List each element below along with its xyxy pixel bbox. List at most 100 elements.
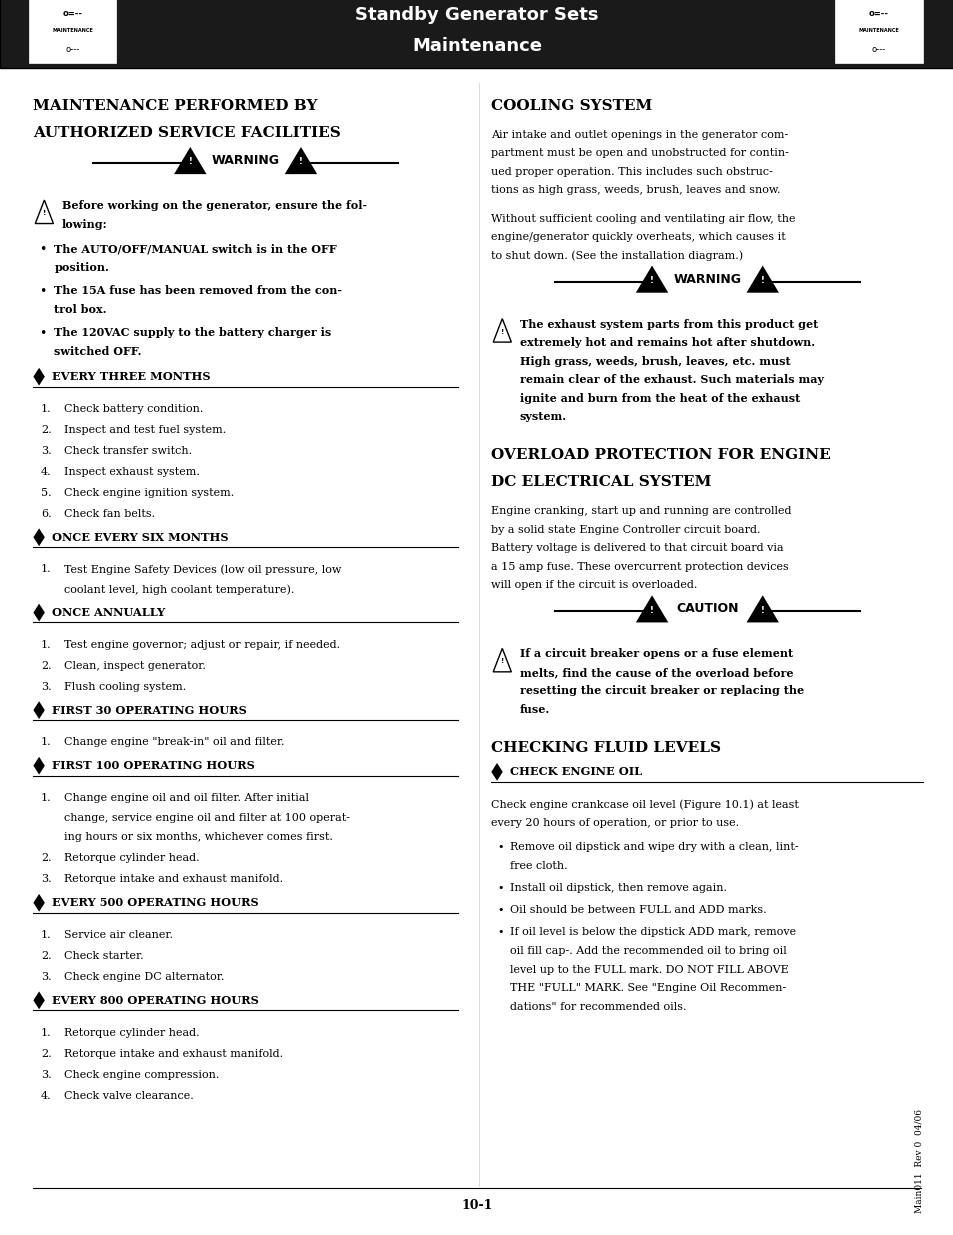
Text: Battery voltage is delivered to that circuit board via: Battery voltage is delivered to that cir… xyxy=(491,543,783,553)
Text: melts, find the cause of the overload before: melts, find the cause of the overload be… xyxy=(519,667,793,678)
Text: 6.: 6. xyxy=(41,509,51,519)
Text: oil fill cap-. Add the recommended oil to bring oil: oil fill cap-. Add the recommended oil t… xyxy=(510,946,786,956)
Text: Air intake and outlet openings in the generator com-: Air intake and outlet openings in the ge… xyxy=(491,130,788,140)
Text: CHECK ENGINE OIL: CHECK ENGINE OIL xyxy=(510,767,641,777)
Text: MAINTENANCE PERFORMED BY: MAINTENANCE PERFORMED BY xyxy=(33,99,317,112)
Text: level up to the FULL mark. DO NOT FILL ABOVE: level up to the FULL mark. DO NOT FILL A… xyxy=(510,965,788,974)
Text: 2.: 2. xyxy=(41,425,51,435)
Text: Inspect and test fuel system.: Inspect and test fuel system. xyxy=(64,425,226,435)
Text: Check transfer switch.: Check transfer switch. xyxy=(64,446,192,456)
Text: Check valve clearance.: Check valve clearance. xyxy=(64,1091,193,1100)
Text: o=--: o=-- xyxy=(868,9,887,19)
Text: o---: o--- xyxy=(66,44,79,54)
Text: 4.: 4. xyxy=(41,467,51,477)
Text: ONCE EVERY SIX MONTHS: ONCE EVERY SIX MONTHS xyxy=(52,532,229,542)
Text: •: • xyxy=(39,285,47,299)
Text: CAUTION: CAUTION xyxy=(676,603,738,615)
Text: Oil should be between FULL and ADD marks.: Oil should be between FULL and ADD marks… xyxy=(510,905,766,915)
Text: Flush cooling system.: Flush cooling system. xyxy=(64,682,186,692)
Text: CHECKING FLUID LEVELS: CHECKING FLUID LEVELS xyxy=(491,741,720,755)
Text: free cloth.: free cloth. xyxy=(510,861,567,871)
Text: EVERY 800 OPERATING HOURS: EVERY 800 OPERATING HOURS xyxy=(52,995,259,1005)
Text: ing hours or six months, whichever comes first.: ing hours or six months, whichever comes… xyxy=(64,832,333,842)
Text: Check engine DC alternator.: Check engine DC alternator. xyxy=(64,972,224,982)
Text: !: ! xyxy=(43,210,46,216)
Text: remain clear of the exhaust. Such materials may: remain clear of the exhaust. Such materi… xyxy=(519,374,823,385)
FancyBboxPatch shape xyxy=(29,0,116,63)
Text: 3.: 3. xyxy=(41,972,51,982)
Text: a 15 amp fuse. These overcurrent protection devices: a 15 amp fuse. These overcurrent protect… xyxy=(491,562,788,572)
Text: •: • xyxy=(39,327,47,341)
Text: The 15A fuse has been removed from the con-: The 15A fuse has been removed from the c… xyxy=(54,285,342,296)
FancyBboxPatch shape xyxy=(0,0,953,68)
Text: Change engine "break-in" oil and filter.: Change engine "break-in" oil and filter. xyxy=(64,737,284,747)
Text: Retorque intake and exhaust manifold.: Retorque intake and exhaust manifold. xyxy=(64,874,283,884)
Polygon shape xyxy=(33,604,45,621)
Polygon shape xyxy=(284,147,316,174)
Text: every 20 hours of operation, or prior to use.: every 20 hours of operation, or prior to… xyxy=(491,818,739,827)
Text: 1.: 1. xyxy=(41,930,51,940)
Text: 1.: 1. xyxy=(41,737,51,747)
Text: fuse.: fuse. xyxy=(519,704,550,715)
Text: Without sufficient cooling and ventilating air flow, the: Without sufficient cooling and ventilati… xyxy=(491,214,795,224)
Text: switched OFF.: switched OFF. xyxy=(54,346,142,357)
Text: •: • xyxy=(497,905,503,915)
Text: MAINTENANCE: MAINTENANCE xyxy=(858,28,898,33)
Text: Retorque cylinder head.: Retorque cylinder head. xyxy=(64,853,199,863)
Text: 3.: 3. xyxy=(41,446,51,456)
Text: 10-1: 10-1 xyxy=(461,1199,492,1212)
Text: by a solid state Engine Controller circuit board.: by a solid state Engine Controller circu… xyxy=(491,525,760,535)
Text: If oil level is below the dipstick ADD mark, remove: If oil level is below the dipstick ADD m… xyxy=(510,927,796,937)
Text: High grass, weeds, brush, leaves, etc. must: High grass, weeds, brush, leaves, etc. m… xyxy=(519,356,790,367)
Text: Engine cranking, start up and running are controlled: Engine cranking, start up and running ar… xyxy=(491,506,791,516)
Text: FIRST 30 OPERATING HOURS: FIRST 30 OPERATING HOURS xyxy=(52,705,247,715)
Text: If a circuit breaker opens or a fuse element: If a circuit breaker opens or a fuse ele… xyxy=(519,648,792,659)
Text: Service air cleaner.: Service air cleaner. xyxy=(64,930,172,940)
Text: WARNING: WARNING xyxy=(212,154,279,167)
Text: !: ! xyxy=(760,605,764,615)
Text: resetting the circuit breaker or replacing the: resetting the circuit breaker or replaci… xyxy=(519,685,803,697)
Text: •: • xyxy=(497,927,503,937)
FancyBboxPatch shape xyxy=(834,0,922,63)
Text: 2.: 2. xyxy=(41,951,51,961)
Text: 2.: 2. xyxy=(41,853,51,863)
Text: Check starter.: Check starter. xyxy=(64,951,143,961)
Text: o---: o--- xyxy=(871,44,884,54)
Text: Inspect exhaust system.: Inspect exhaust system. xyxy=(64,467,199,477)
Text: The exhaust system parts from this product get: The exhaust system parts from this produ… xyxy=(519,319,818,330)
Text: !: ! xyxy=(500,658,503,664)
Text: dations" for recommended oils.: dations" for recommended oils. xyxy=(510,1002,686,1011)
Text: 1.: 1. xyxy=(41,564,51,574)
Text: Clean, inspect generator.: Clean, inspect generator. xyxy=(64,661,206,671)
Text: •: • xyxy=(497,842,503,852)
Text: coolant level, high coolant temperature).: coolant level, high coolant temperature)… xyxy=(64,584,294,595)
Text: The AUTO/OFF/MANUAL switch is in the OFF: The AUTO/OFF/MANUAL switch is in the OFF xyxy=(54,243,336,254)
Text: !: ! xyxy=(298,157,303,167)
Text: The 120VAC supply to the battery charger is: The 120VAC supply to the battery charger… xyxy=(54,327,332,338)
Text: Test Engine Safety Devices (low oil pressure, low: Test Engine Safety Devices (low oil pres… xyxy=(64,564,341,576)
Text: !: ! xyxy=(760,275,764,285)
Text: AUTHORIZED SERVICE FACILITIES: AUTHORIZED SERVICE FACILITIES xyxy=(33,126,341,140)
Polygon shape xyxy=(635,266,667,293)
Text: 1.: 1. xyxy=(41,1028,51,1037)
Text: 1.: 1. xyxy=(41,404,51,414)
Text: to shut down. (See the installation diagram.): to shut down. (See the installation diag… xyxy=(491,251,742,262)
Polygon shape xyxy=(33,368,45,385)
Polygon shape xyxy=(491,763,502,781)
Text: 1.: 1. xyxy=(41,640,51,650)
Text: Test engine governor; adjust or repair, if needed.: Test engine governor; adjust or repair, … xyxy=(64,640,339,650)
Polygon shape xyxy=(33,757,45,774)
Text: Check engine ignition system.: Check engine ignition system. xyxy=(64,488,233,498)
Text: 3.: 3. xyxy=(41,874,51,884)
Text: ONCE ANNUALLY: ONCE ANNUALLY xyxy=(52,608,166,618)
Text: change, service engine oil and filter at 100 operat-: change, service engine oil and filter at… xyxy=(64,813,350,823)
Text: Check battery condition.: Check battery condition. xyxy=(64,404,203,414)
Text: Maintenance: Maintenance xyxy=(412,37,541,54)
Text: Change engine oil and oil filter. After initial: Change engine oil and oil filter. After … xyxy=(64,793,309,803)
Text: Install oil dipstick, then remove again.: Install oil dipstick, then remove again. xyxy=(510,883,726,893)
Text: Check fan belts.: Check fan belts. xyxy=(64,509,155,519)
Polygon shape xyxy=(33,992,45,1009)
Text: Check engine compression.: Check engine compression. xyxy=(64,1070,219,1079)
Text: Retorque intake and exhaust manifold.: Retorque intake and exhaust manifold. xyxy=(64,1049,283,1058)
Text: MAINTENANCE: MAINTENANCE xyxy=(52,28,92,33)
